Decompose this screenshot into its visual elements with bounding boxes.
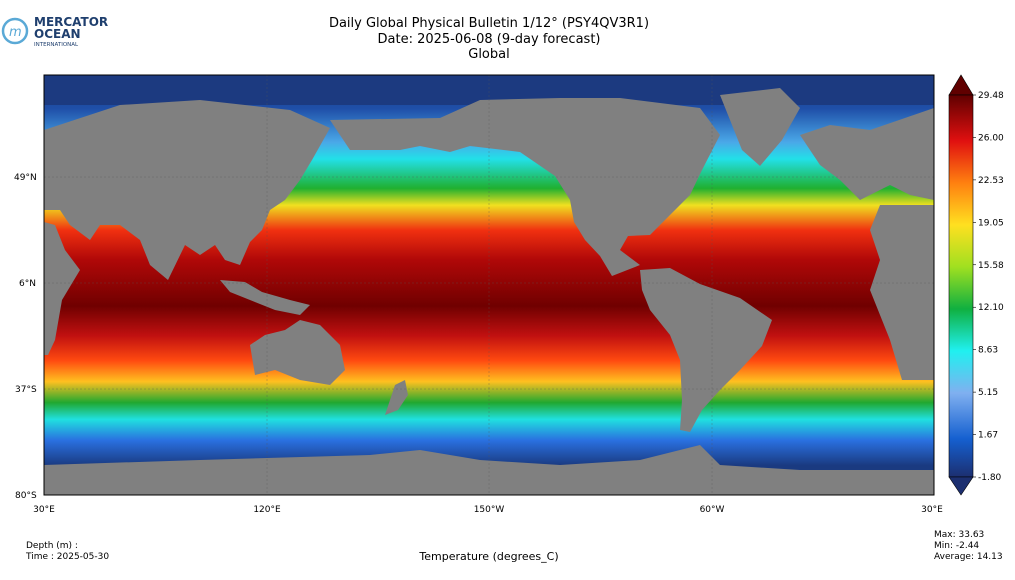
lon-label: 150°W [474,505,505,515]
colorbar-tick-label: 26.00 [978,133,1004,143]
greenland [720,88,800,166]
africa-east [44,222,80,355]
antarctica [44,445,934,495]
logo-icon [1,17,29,45]
time: Time : 2025-05-30 [25,552,109,562]
lat-label: 37°S [15,385,37,395]
colorbar-bar [948,94,974,478]
region: Global [468,47,509,62]
colorbar-tick-label: 1.67 [978,431,998,441]
africa-west [870,205,934,380]
logo-text: MERCATOR [34,15,108,29]
south-america [640,268,772,432]
map-frame [43,74,935,496]
lon-label: 30°E [33,505,55,515]
asia [44,100,330,280]
colorbar-tick-label: 15.58 [978,261,1004,271]
north-america [330,98,720,276]
colorbar-tick-label: 5.15 [978,388,998,398]
depth: Depth (m) : [26,541,78,551]
stat-min: Min: -2.44 [934,541,979,551]
colorbar [948,74,974,496]
stat-average: Average: 14.13 [934,552,1003,562]
colorbar-tick-label: 8.63 [978,346,998,356]
colorbar-extend-min [948,476,974,496]
lon-label: 60°W [700,505,725,515]
colorbar-tick-label: 29.48 [978,91,1004,101]
lon-label: 120°E [253,505,281,515]
variable: Temperature (degrees_C) [418,550,558,563]
colorbar-extend-max [948,74,974,96]
logo-icon-letter: m [9,25,22,40]
lon-label: 30°E [921,505,943,515]
logo: m MERCATOR OCEAN INTERNATIONAL [1,15,108,48]
colorbar-tick-label: 22.53 [978,176,1004,186]
new-zealand [385,380,408,415]
australia [250,320,345,385]
map [43,74,935,496]
colorbar-tick-label: 19.05 [978,218,1004,228]
logo-text: OCEAN [34,27,81,41]
lat-label: 6°N [19,279,36,289]
title: Daily Global Physical Bulletin 1/12° (PS… [329,16,649,31]
colorbar-tick-label: -1.80 [978,473,1002,483]
lat-label: 49°N [14,173,37,183]
logo-text: INTERNATIONAL [34,42,79,48]
colorbar-tick-label: 12.10 [978,303,1004,313]
stat-max: Max: 33.63 [934,530,984,540]
lat-label: 80°S [15,491,37,501]
date: Date: 2025-06-08 (9-day forecast) [378,32,601,47]
graticule [44,75,934,495]
indonesia [220,280,310,315]
